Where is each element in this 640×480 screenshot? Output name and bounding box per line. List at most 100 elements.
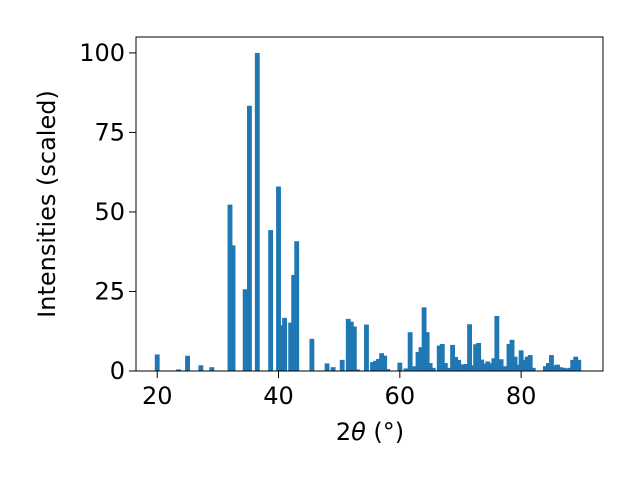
y-tick-label: 0 xyxy=(110,357,125,385)
bar xyxy=(552,365,557,371)
bar xyxy=(373,360,378,371)
bar xyxy=(515,364,521,371)
bar xyxy=(415,351,421,371)
bar xyxy=(521,359,527,371)
bar xyxy=(397,362,403,371)
bar xyxy=(279,325,284,371)
bar xyxy=(291,274,297,371)
bar xyxy=(185,355,190,371)
bar xyxy=(254,52,260,372)
bar xyxy=(576,359,582,371)
bar xyxy=(324,363,330,371)
bar xyxy=(453,357,459,371)
y-axis-label: Intensities (scaled) xyxy=(33,90,61,318)
bar xyxy=(242,289,248,371)
bar xyxy=(456,359,462,371)
bar xyxy=(573,356,579,371)
bar xyxy=(567,367,573,371)
bar xyxy=(459,364,465,371)
bar xyxy=(364,324,369,371)
bar xyxy=(512,356,518,371)
bar xyxy=(407,332,413,371)
y-tick-label: 75 xyxy=(94,118,125,146)
bar xyxy=(430,367,436,371)
bar xyxy=(464,364,469,371)
bar xyxy=(473,344,479,371)
x-tick-label: 20 xyxy=(142,382,173,410)
bar xyxy=(268,230,274,371)
bar xyxy=(376,358,382,371)
bar xyxy=(542,366,548,371)
bar xyxy=(227,204,233,371)
bar xyxy=(309,338,315,371)
bar xyxy=(351,326,357,371)
bar xyxy=(485,361,491,371)
bar xyxy=(439,343,445,371)
bar xyxy=(564,368,570,371)
bar xyxy=(518,350,524,371)
x-axis-label: 2θ (°) xyxy=(336,418,404,446)
bar xyxy=(339,359,345,371)
bar xyxy=(370,362,375,371)
bar xyxy=(418,347,424,371)
bar xyxy=(427,363,433,371)
bar xyxy=(555,364,560,371)
bar xyxy=(558,367,563,371)
bar xyxy=(209,367,215,371)
x-tick-label: 80 xyxy=(506,382,537,410)
bar xyxy=(436,345,442,371)
bar xyxy=(345,318,351,371)
bar xyxy=(470,365,476,371)
bar xyxy=(498,359,504,371)
bar xyxy=(276,186,281,371)
bars-group xyxy=(154,52,582,372)
bar xyxy=(450,344,456,371)
bar xyxy=(282,317,288,371)
bar xyxy=(524,356,530,371)
bar xyxy=(488,363,494,371)
bar xyxy=(403,368,409,371)
bar xyxy=(198,365,204,371)
bar xyxy=(509,339,515,371)
bar xyxy=(506,343,512,371)
bar xyxy=(545,363,551,371)
bar xyxy=(527,355,533,371)
bar xyxy=(479,359,485,371)
bar xyxy=(246,105,252,372)
bar xyxy=(467,324,472,371)
x-ticks: 20 40 60 80 xyxy=(142,371,536,410)
bar xyxy=(230,245,236,371)
bar xyxy=(570,359,576,371)
bar xyxy=(354,369,360,371)
bar xyxy=(561,367,566,371)
bar xyxy=(154,354,160,371)
bar xyxy=(494,315,500,371)
bar xyxy=(503,366,509,371)
bar xyxy=(379,353,385,371)
bar xyxy=(330,367,336,371)
x-tick-label: 60 xyxy=(385,382,416,410)
bar xyxy=(482,363,488,371)
plot-frame xyxy=(135,36,604,372)
bar xyxy=(442,363,448,371)
bar xyxy=(412,366,418,371)
bar xyxy=(491,358,497,371)
x-tick-label: 40 xyxy=(263,382,294,410)
y-ticks: 0 25 50 75 100 xyxy=(79,39,136,385)
bar xyxy=(421,307,427,371)
bar xyxy=(445,367,451,371)
bar xyxy=(549,355,554,371)
bar xyxy=(530,367,536,371)
bar xyxy=(385,369,391,371)
bar xyxy=(288,322,294,371)
y-tick-label: 100 xyxy=(79,39,125,67)
y-tick-label: 25 xyxy=(94,277,125,305)
bar xyxy=(176,369,181,371)
y-tick-label: 50 xyxy=(94,198,125,226)
bar xyxy=(294,241,300,371)
bar xyxy=(348,321,354,371)
bar xyxy=(382,355,388,371)
bar xyxy=(424,332,430,371)
bar xyxy=(476,343,482,371)
